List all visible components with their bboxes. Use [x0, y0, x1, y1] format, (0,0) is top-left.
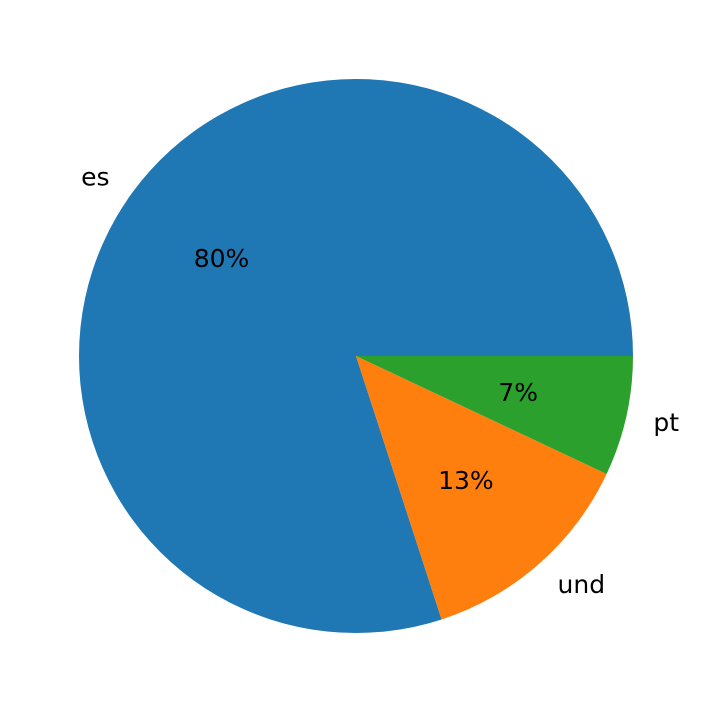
slice-percent-es: 80%: [194, 244, 250, 273]
pie-slice-es: [78, 78, 633, 634]
pie-slice-und: [356, 356, 607, 620]
pie-slice-pt: [356, 356, 633, 474]
slice-label-und: und: [558, 570, 606, 599]
slice-label-es: es: [81, 162, 109, 191]
slice-percent-und: 13%: [438, 466, 494, 495]
slice-label-pt: pt: [653, 408, 679, 437]
slice-percent-pt: 7%: [498, 378, 538, 407]
